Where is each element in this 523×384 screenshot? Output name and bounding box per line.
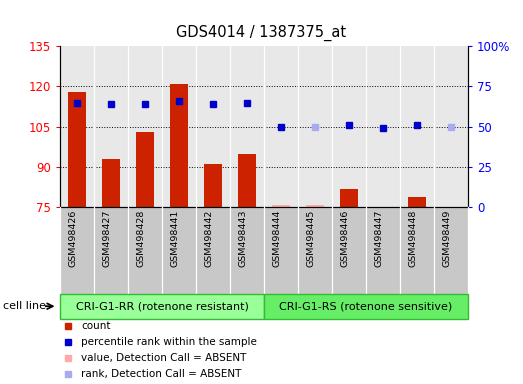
Bar bbox=[204, 164, 222, 207]
Text: GSM498444: GSM498444 bbox=[272, 209, 281, 266]
Text: GSM498443: GSM498443 bbox=[238, 209, 247, 267]
Text: value, Detection Call = ABSENT: value, Detection Call = ABSENT bbox=[81, 353, 246, 363]
Text: GSM498426: GSM498426 bbox=[68, 209, 77, 266]
Text: GDS4014 / 1387375_at: GDS4014 / 1387375_at bbox=[176, 25, 347, 41]
Bar bbox=[170, 84, 188, 207]
Text: GSM498428: GSM498428 bbox=[136, 209, 145, 266]
Text: GSM498427: GSM498427 bbox=[102, 209, 111, 266]
Bar bbox=[408, 197, 426, 207]
Bar bbox=[306, 205, 324, 207]
Text: CRI-G1-RR (rotenone resistant): CRI-G1-RR (rotenone resistant) bbox=[76, 301, 248, 311]
Bar bbox=[238, 154, 256, 207]
Text: GSM498445: GSM498445 bbox=[306, 209, 315, 266]
Text: GSM498447: GSM498447 bbox=[374, 209, 383, 266]
Text: GSM498441: GSM498441 bbox=[170, 209, 179, 266]
Text: percentile rank within the sample: percentile rank within the sample bbox=[81, 337, 257, 347]
Text: GSM498446: GSM498446 bbox=[340, 209, 349, 266]
Bar bbox=[272, 205, 290, 207]
Text: GSM498449: GSM498449 bbox=[442, 209, 451, 266]
Text: GSM498442: GSM498442 bbox=[204, 209, 213, 266]
Text: CRI-G1-RS (rotenone sensitive): CRI-G1-RS (rotenone sensitive) bbox=[279, 301, 453, 311]
Bar bbox=[68, 92, 86, 207]
Text: count: count bbox=[81, 321, 110, 331]
Bar bbox=[102, 159, 120, 207]
Text: cell line: cell line bbox=[3, 301, 46, 311]
Bar bbox=[340, 189, 358, 207]
Text: GSM498448: GSM498448 bbox=[408, 209, 417, 266]
Bar bbox=[136, 132, 154, 207]
Text: rank, Detection Call = ABSENT: rank, Detection Call = ABSENT bbox=[81, 369, 242, 379]
